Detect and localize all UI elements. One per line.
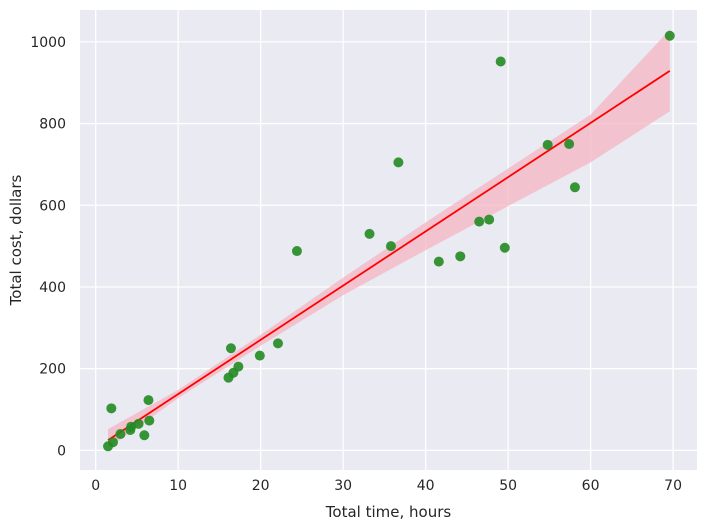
- data-point: [564, 138, 575, 149]
- data-point: [115, 429, 126, 440]
- data-point: [569, 182, 580, 193]
- data-point: [139, 430, 150, 441]
- grid: [80, 10, 697, 470]
- data-point: [455, 251, 466, 262]
- x-tick-label: 50: [499, 478, 517, 494]
- x-tick-label: 60: [582, 478, 600, 494]
- x-tick-labels: 0 10 20 30 40 50 60 70: [91, 478, 682, 494]
- data-point: [484, 214, 495, 225]
- x-axis-label: Total time, hours: [325, 503, 452, 521]
- data-point: [385, 241, 396, 252]
- data-points: [103, 30, 675, 452]
- data-point: [254, 350, 265, 361]
- y-tick-label: 200: [39, 362, 66, 378]
- y-tick-labels: 0 200 400 600 800 1000: [30, 35, 66, 460]
- regression-line: [107, 70, 671, 441]
- x-tick-label: 70: [664, 478, 682, 494]
- data-point: [393, 157, 404, 168]
- y-axis-label: Total cost, dollars: [7, 174, 25, 306]
- data-point: [144, 415, 155, 426]
- x-tick-label: 20: [252, 478, 270, 494]
- data-point: [433, 256, 444, 267]
- y-tick-label: 0: [57, 443, 66, 459]
- confidence-band: [108, 29, 670, 449]
- x-tick-label: 30: [334, 478, 352, 494]
- y-tick-label: 600: [39, 198, 66, 214]
- x-tick-label: 10: [169, 478, 187, 494]
- x-tick-label: 40: [417, 478, 435, 494]
- data-point: [106, 403, 117, 414]
- x-tick-label: 0: [91, 478, 100, 494]
- data-point: [499, 242, 510, 253]
- data-point: [664, 30, 675, 41]
- data-point: [225, 343, 236, 354]
- data-point: [495, 56, 506, 67]
- data-point: [143, 395, 154, 406]
- data-point: [474, 216, 485, 227]
- data-point: [133, 418, 144, 429]
- y-tick-label: 800: [39, 117, 66, 133]
- data-point: [233, 361, 244, 372]
- y-tick-label: 1000: [30, 35, 66, 51]
- data-point: [291, 246, 302, 257]
- data-point: [107, 437, 118, 448]
- data-point: [272, 338, 283, 349]
- y-tick-label: 400: [39, 280, 66, 296]
- data-point: [364, 228, 375, 239]
- data-point: [542, 139, 553, 150]
